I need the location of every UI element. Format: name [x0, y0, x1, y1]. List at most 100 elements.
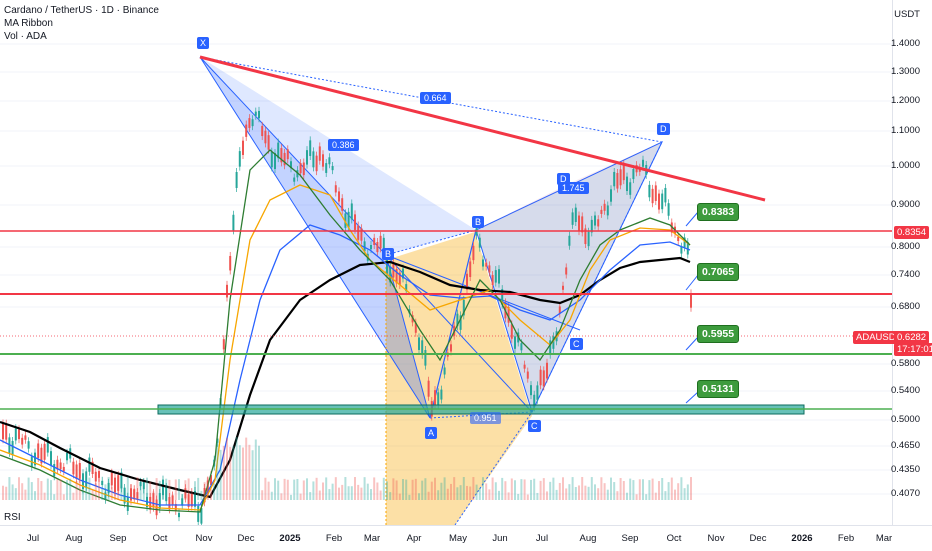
volume-bar: [299, 493, 302, 500]
point-d: D: [657, 123, 670, 135]
time-tick-label: Sep: [109, 533, 127, 544]
volume-bar: [587, 486, 590, 500]
candle: [350, 203, 353, 220]
volume-bar: [542, 478, 545, 500]
volume-bar: [606, 489, 609, 500]
ma-ribbon-legend[interactable]: MA Ribbon: [4, 18, 53, 29]
volume-bar: [485, 483, 488, 500]
volume-bar: [142, 489, 145, 500]
candle: [27, 441, 30, 449]
candle: [549, 340, 552, 355]
volume-bar: [232, 446, 235, 500]
volume-bar: [667, 482, 670, 500]
time-tick-label: Feb: [325, 533, 343, 544]
candle: [603, 203, 606, 211]
candle: [104, 492, 107, 500]
volume-bar: [59, 479, 62, 500]
candle: [600, 209, 603, 214]
volume-bar: [379, 490, 382, 500]
candle: [565, 267, 568, 275]
trendline[interactable]: [199, 55, 766, 202]
volume-bar: [350, 486, 353, 500]
candle: [5, 423, 8, 440]
volume-bar: [114, 485, 116, 500]
volume-bar: [21, 483, 24, 500]
volume-bar: [562, 477, 564, 500]
candle: [587, 231, 590, 247]
candle: [402, 268, 404, 279]
volume-bar: [101, 488, 104, 500]
price-axis[interactable]: [892, 0, 932, 525]
candle: [475, 223, 478, 236]
candle: [46, 437, 49, 453]
volume-bar: [357, 484, 360, 500]
volume-bar: [386, 481, 388, 500]
volume-bar: [558, 482, 561, 500]
volume-bar: [552, 477, 555, 500]
point-c2: C: [570, 338, 583, 350]
candle: [648, 184, 651, 198]
time-tick-label: Mar: [875, 533, 893, 544]
highlight-price-tag: 0.8354: [894, 226, 930, 239]
candle: [482, 259, 484, 267]
time-tick-label: Jul: [535, 533, 549, 544]
volume-bar: [466, 485, 468, 500]
volume-bar: [82, 491, 84, 500]
volume-bar: [75, 481, 78, 500]
price-tick-label: 1.1000: [890, 125, 920, 136]
candle: [626, 176, 628, 192]
volume-bar: [622, 481, 625, 500]
level-label[interactable]: 0.8383: [697, 203, 740, 221]
candle: [606, 205, 609, 216]
candle: [296, 170, 299, 178]
time-tick-label: Mar: [363, 533, 381, 544]
candle: [664, 187, 667, 203]
candle: [584, 228, 587, 245]
candle: [88, 457, 91, 472]
symbol-title[interactable]: Cardano / TetherUS · 1D · Binance: [4, 5, 159, 16]
candle: [21, 437, 24, 445]
volume-bar: [194, 481, 196, 500]
candle: [498, 269, 500, 284]
volume-bar: [40, 481, 43, 500]
candle: [2, 423, 4, 440]
volume-bar: [600, 477, 603, 500]
volume-bar: [235, 437, 238, 500]
volume-bar: [280, 493, 283, 500]
level-label[interactable]: 0.5131: [697, 380, 740, 398]
time-axis[interactable]: [0, 525, 932, 551]
candle: [98, 471, 100, 478]
volume-bar: [34, 491, 36, 500]
volume-bar: [110, 486, 113, 500]
volume-bar: [478, 487, 481, 500]
candle: [536, 385, 539, 400]
point-c: C: [528, 420, 541, 432]
time-tick-label: Apr: [406, 533, 422, 544]
candle: [507, 307, 510, 323]
candle: [546, 362, 548, 379]
rsi-legend[interactable]: RSI: [4, 512, 21, 523]
volume-bar: [98, 477, 100, 500]
price-tick-label: 0.6800: [890, 301, 920, 312]
time-tick-label: Sep: [621, 533, 639, 544]
volume-bar: [50, 480, 52, 500]
candle: [309, 140, 312, 156]
volume-bar: [405, 479, 408, 500]
price-tick-label: 0.5800: [890, 358, 920, 369]
candle: [642, 159, 644, 167]
volume-legend[interactable]: Vol · ADA: [4, 31, 47, 42]
volume-bar: [533, 478, 536, 500]
level-label[interactable]: 0.7065: [697, 263, 740, 281]
candle: [286, 149, 289, 160]
volume-bar: [414, 478, 417, 500]
volume-bar: [523, 479, 526, 500]
candle: [370, 245, 372, 250]
volume-bar: [370, 489, 372, 500]
volume-bar: [277, 480, 280, 500]
time-tick-label: Feb: [837, 533, 855, 544]
volume-bar: [24, 489, 27, 500]
candle: [466, 273, 468, 290]
level-label[interactable]: 0.5955: [697, 325, 740, 343]
volume-bar: [88, 477, 91, 500]
